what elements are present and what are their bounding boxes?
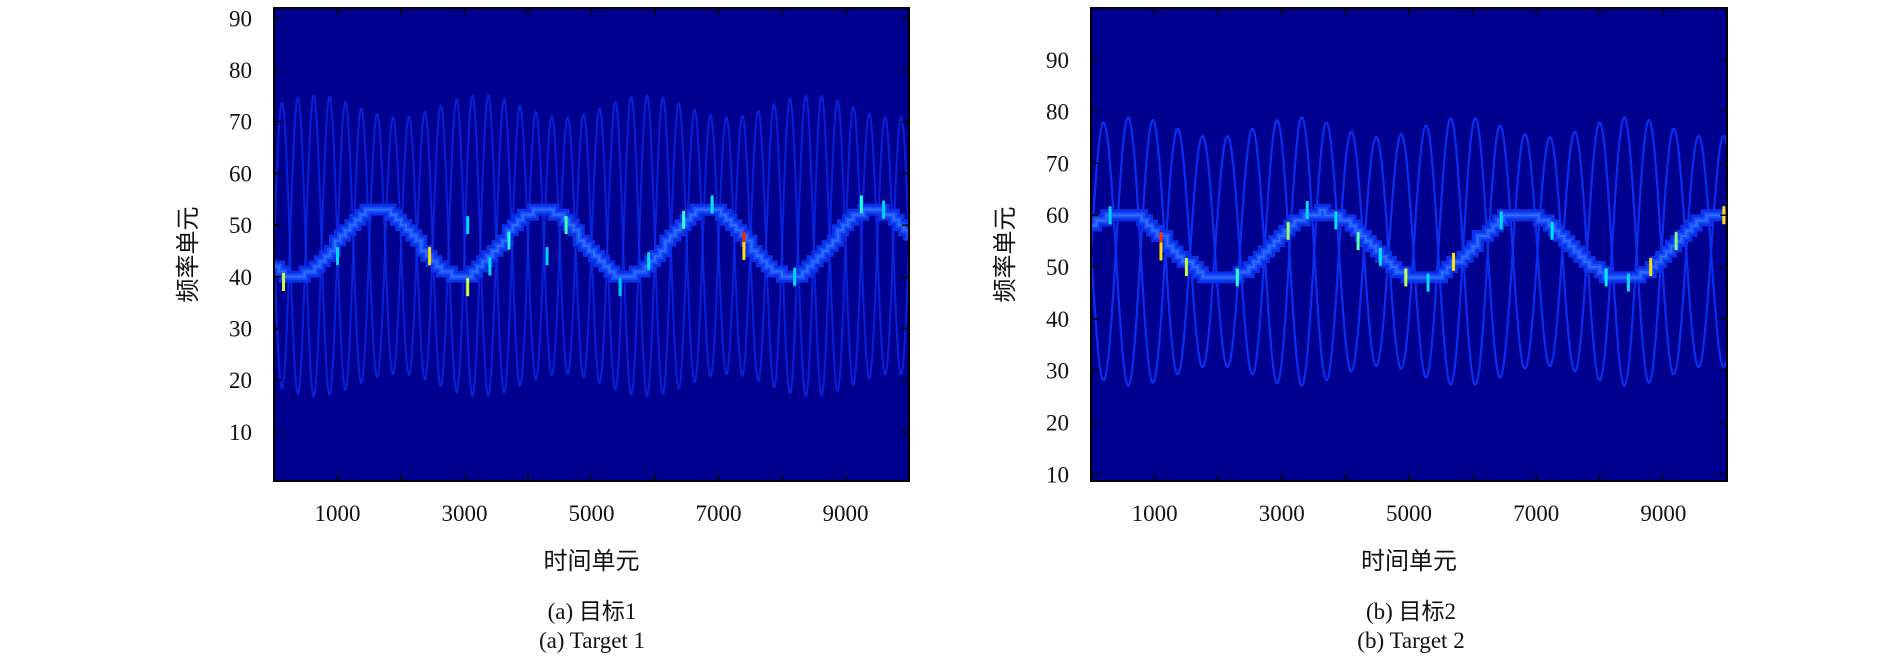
y-tick-label: 80 — [229, 58, 252, 83]
hotspot-8 — [545, 247, 549, 266]
hotspot-17 — [859, 195, 863, 214]
chart-1: 10 20 30 40 50 60 70 80 90 1000 3000 5000 7000 9000 时间… — [174, 6, 910, 575]
y-axis-label: 频率单元 — [991, 207, 1019, 303]
hotspot-1 — [282, 272, 286, 291]
hotspot-2 — [1159, 232, 1163, 251]
y-tick-label: 90 — [1046, 48, 1069, 73]
main-ridge-core — [1091, 209, 1727, 279]
hotspot-15 — [742, 241, 746, 260]
hotspot-13 — [710, 195, 714, 214]
y-tick-label: 90 — [229, 6, 252, 31]
hotspot-12 — [1426, 273, 1430, 292]
hotspot-3 — [428, 247, 432, 266]
x-tick-label: 9000 — [1640, 501, 1686, 526]
y-tick-label: 30 — [1046, 359, 1069, 384]
hotspot-4 — [1184, 258, 1188, 277]
y-tick-label: 50 — [1046, 255, 1069, 280]
hotspot-12 — [682, 210, 686, 229]
y-tick-label: 60 — [229, 161, 252, 186]
x-tick-label: 3000 — [1259, 501, 1305, 526]
y-tick-label: 80 — [1046, 100, 1069, 125]
hotspot-13 — [1452, 252, 1456, 271]
sideband-curve-2 — [1091, 116, 1727, 387]
hotspot-16 — [1604, 268, 1608, 287]
y-tick-label: 20 — [1046, 410, 1069, 435]
y-tick-label: 20 — [229, 368, 252, 393]
subcaption-a-en: (a) Target 1 — [538, 628, 646, 653]
x-tick-label: 1000 — [315, 501, 361, 526]
x-tick-label: 7000 — [1513, 501, 1559, 526]
x-tick-label: 3000 — [442, 501, 488, 526]
hotspot-18 — [882, 200, 886, 219]
y-tick-label: 60 — [1046, 203, 1069, 228]
y-tick-label: 30 — [229, 317, 252, 342]
hotspot-1 — [1108, 206, 1112, 225]
hotspot-14 — [1499, 211, 1503, 230]
hotspot-2 — [336, 247, 339, 266]
y-tick-label: 40 — [229, 265, 252, 290]
hotspot-8 — [1334, 211, 1338, 230]
y-tick-label: 40 — [1046, 307, 1069, 332]
y-axis-label: 频率单元 — [174, 207, 202, 303]
subcaption-a-cn: (a) 目标1 — [547, 599, 637, 624]
x-tick-label: 5000 — [569, 501, 615, 526]
x-tick-label: 5000 — [1386, 501, 1432, 526]
main-ridge-core — [274, 208, 909, 278]
hotspot-6 — [488, 257, 492, 276]
hotspot-3 — [1159, 242, 1163, 261]
y-tick-label: 70 — [1046, 151, 1069, 176]
hotspot-19 — [1674, 232, 1678, 251]
hotspot-16 — [793, 267, 797, 286]
hotspot-6 — [1286, 221, 1290, 240]
hotspot-9 — [1356, 232, 1360, 251]
hotspot-14 — [742, 231, 746, 250]
x-axis-label: 时间单元 — [1361, 547, 1457, 575]
x-tick-label: 1000 — [1132, 501, 1178, 526]
sideband-curve-1 — [1091, 116, 1727, 387]
hotspot-7 — [507, 231, 511, 250]
x-tick-label: 9000 — [823, 501, 869, 526]
x-tick-label: 7000 — [696, 501, 742, 526]
hotspot-10 — [618, 278, 622, 297]
hotspot-5 — [466, 216, 470, 235]
heatmap-area — [274, 94, 909, 398]
chart-2: 10 20 30 40 50 60 70 80 90 1000 3000 5000 7000 9000 时间… — [991, 7, 1728, 575]
hotspot-15 — [1550, 221, 1554, 240]
hotspot-9 — [564, 216, 568, 235]
y-tick-label: 10 — [1046, 462, 1069, 487]
hotspot-17 — [1626, 273, 1630, 292]
heatmap-area — [1091, 116, 1727, 387]
x-axis-label: 时间单元 — [544, 547, 640, 575]
hotspot-10 — [1378, 247, 1382, 266]
y-tick-label: 50 — [229, 213, 252, 238]
subcaption-b-cn: (b) 目标2 — [1365, 599, 1457, 624]
y-tick-label: 10 — [229, 420, 252, 445]
hotspot-7 — [1305, 201, 1309, 220]
hotspot-11 — [1404, 268, 1408, 287]
y-tick-label: 70 — [229, 110, 252, 135]
hotspot-4 — [466, 278, 470, 297]
heatmap-background — [1091, 8, 1727, 481]
hotspot-5 — [1235, 268, 1239, 287]
subcaption-b-en: (b) Target 2 — [1357, 628, 1465, 653]
hotspot-11 — [647, 252, 651, 271]
hotspot-18 — [1649, 258, 1653, 277]
